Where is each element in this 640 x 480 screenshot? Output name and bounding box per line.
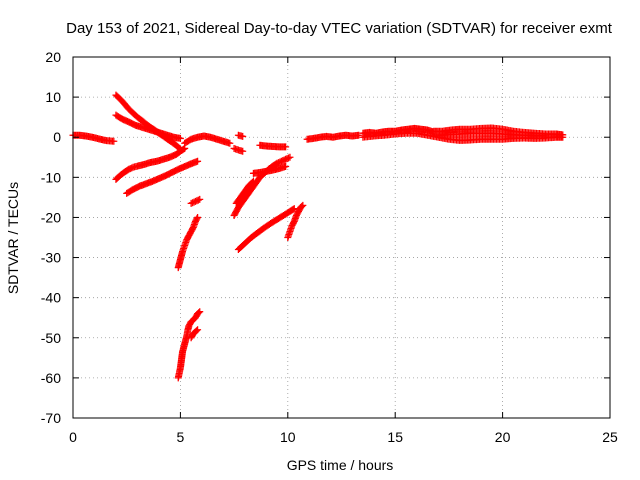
x-tick-label: 10 [280, 429, 296, 445]
data-series-arc-12 [234, 131, 247, 140]
x-tick-label: 5 [177, 429, 185, 445]
data-point [542, 132, 550, 140]
data-point [193, 215, 201, 223]
data-point [239, 132, 247, 140]
data-series-arc-3 [112, 111, 184, 142]
y-tick-label: 20 [45, 49, 61, 65]
plot-frame [72, 56, 611, 419]
data-point [194, 213, 202, 221]
data-point [176, 134, 184, 142]
data-point [289, 205, 297, 213]
y-tick-label: 10 [45, 89, 61, 105]
data-points [69, 91, 567, 382]
data-series-arc-10 [181, 132, 234, 147]
x-tick-label: 0 [69, 429, 77, 445]
data-series-arc-6 [174, 213, 202, 272]
data-point [196, 308, 204, 316]
data-series-arc-5 [123, 157, 202, 197]
data-point [226, 139, 234, 147]
data-point [239, 147, 247, 155]
data-point [559, 131, 567, 139]
y-tick-label: -20 [41, 209, 61, 225]
data-point [110, 137, 118, 145]
data-point [180, 145, 188, 153]
data-series-arc-7 [187, 195, 204, 207]
data-series-arc-23 [434, 129, 550, 140]
data-series-arc-9 [187, 326, 202, 342]
data-series-arc-15 [249, 163, 290, 177]
data-point [194, 196, 202, 204]
data-point [249, 177, 257, 185]
data-point [299, 201, 307, 209]
y-tick-label: -40 [41, 290, 61, 306]
data-point [248, 178, 256, 186]
data-series-arc-8 [174, 308, 204, 382]
x-tick-label: 25 [602, 429, 618, 445]
y-tick-label: -10 [41, 169, 61, 185]
data-point [194, 326, 202, 334]
data-point [298, 202, 306, 210]
axis-ticks: 0 5 10 15 20 25 20 10 0 -10 -20 -30 -40 -50 -60 -70 [41, 49, 618, 445]
x-tick-label: 15 [387, 429, 403, 445]
x-axis-label: GPS time / hours [287, 457, 394, 473]
y-tick-label: -30 [41, 250, 61, 266]
data-series-arc-14 [232, 177, 257, 207]
data-series-arc-17 [284, 201, 307, 241]
data-point [196, 195, 204, 203]
y-tick-label: -70 [41, 410, 61, 426]
data-point [194, 157, 202, 165]
data-series-arc-16 [234, 205, 298, 254]
y-tick-label: -50 [41, 330, 61, 346]
data-series-arc-19 [303, 131, 363, 143]
data-point [282, 143, 290, 151]
y-tick-label: 0 [53, 129, 61, 145]
y-axis-label: SDTVAR / TECUs [5, 182, 21, 294]
x-tick-label: 20 [495, 429, 511, 445]
data-point [285, 154, 293, 162]
data-point [286, 153, 294, 161]
data-series-arc-18 [256, 141, 290, 151]
data-point [282, 163, 290, 171]
data-point [193, 327, 201, 335]
data-point [355, 131, 363, 139]
data-series-arc-11 [230, 144, 247, 155]
y-tick-label: -60 [41, 370, 61, 386]
data-series-arc-4 [112, 144, 189, 183]
chart-title: Day 153 of 2021, Sidereal Day-to-day VTE… [66, 20, 613, 37]
data-point [195, 309, 203, 317]
